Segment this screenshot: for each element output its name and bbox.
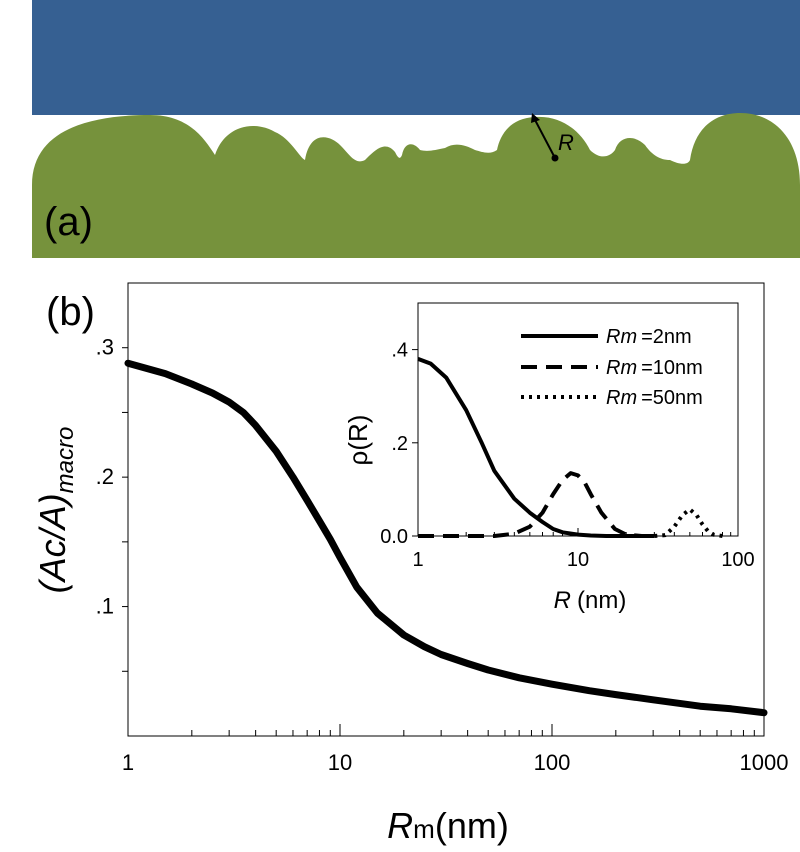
main-series-line [124,359,768,717]
main-y-axis-label-main: (Ac/A) [32,493,73,593]
radius-arrow [533,117,556,159]
legend-prefix: R [606,387,620,409]
inset-lines [417,357,723,538]
legend-label-rm-50: Rm =50nm [606,387,703,409]
x-tick-label: 1 [122,750,134,775]
main-ticks: 1 10 100 1000 .1 .2 .3 [96,335,789,775]
legend-sub: m [620,326,637,348]
legend-prefix: R [606,357,620,379]
inset-y-axis-label: ρ(R) [343,415,373,466]
legend-item-rm-10: Rm =10nm [521,357,703,379]
main-plot-frame [127,282,765,737]
legend-item-rm-50: Rm =50nm [521,387,703,409]
legend-sub: m [620,357,637,379]
legend-item-rm-2: Rm =2nm [521,326,692,348]
legend-sub: m [620,387,637,409]
inset-chart: 1 10 1000.0.2.4 ρ(R) R (nm) Rm =2nm Rm =10nm … [343,302,755,614]
legend-text: =50nm [641,387,703,409]
panel-b-label: (b) [46,290,95,334]
legend-text: =2nm [641,326,692,348]
inset-legend: Rm =2nm Rm =10nm Rm =50nm [521,326,703,409]
inset-x-axis-label-main: R [554,587,571,614]
x-tick-label: 10 [567,549,589,571]
x-tick-label: 100 [534,750,571,775]
main-y-axis-label: (Ac/A)macro [32,427,79,594]
inset-series-dashed [418,471,642,538]
radius-arrowhead [531,113,540,123]
y-tick-label: .2 [96,464,114,489]
y-tick-label: 0.0 [380,526,408,548]
main-x-axis-label-sub: m [413,814,435,844]
inset-x-axis-label: R (nm) [554,587,627,614]
x-tick-label: 1 [412,549,423,571]
inset-ticks: 1 10 100 0.0 .2 .4 [380,340,755,571]
main-y-axis-label-sub: macro [52,427,79,494]
legend-label-rm-2: Rm =2nm [606,326,692,348]
inset-x-axis-label-unit: (nm) [577,587,626,614]
main-chart: (b) 1 10 100 1000.1.2.3 Rm(nm) (Ac/A)macro [32,282,789,846]
y-tick-label: .3 [96,335,114,360]
x-tick-label: 1000 [740,750,789,775]
top-block [32,0,800,115]
y-tick-label: .1 [96,594,114,619]
legend-prefix: R [606,326,620,348]
rough-surface [32,113,800,258]
main-x-axis-label: Rm(nm) [387,805,509,846]
radius-label: R [558,130,574,155]
y-tick-label: .4 [391,340,408,362]
y-tick-label: .2 [391,433,408,455]
x-tick-label: 10 [328,750,352,775]
panel-a: R (a) [32,0,800,258]
main-x-axis-label-unit: (nm) [435,805,509,846]
legend-label-rm-10: Rm =10nm [606,357,703,379]
x-tick-label: 100 [721,549,754,571]
inset-series-dotted [654,507,723,538]
legend-text: =10nm [641,357,703,379]
radius-center-dot [551,154,559,162]
main-x-axis-label-main: R [387,805,413,846]
panel-a-label: (a) [44,200,93,244]
inset-series-solid [417,357,655,538]
